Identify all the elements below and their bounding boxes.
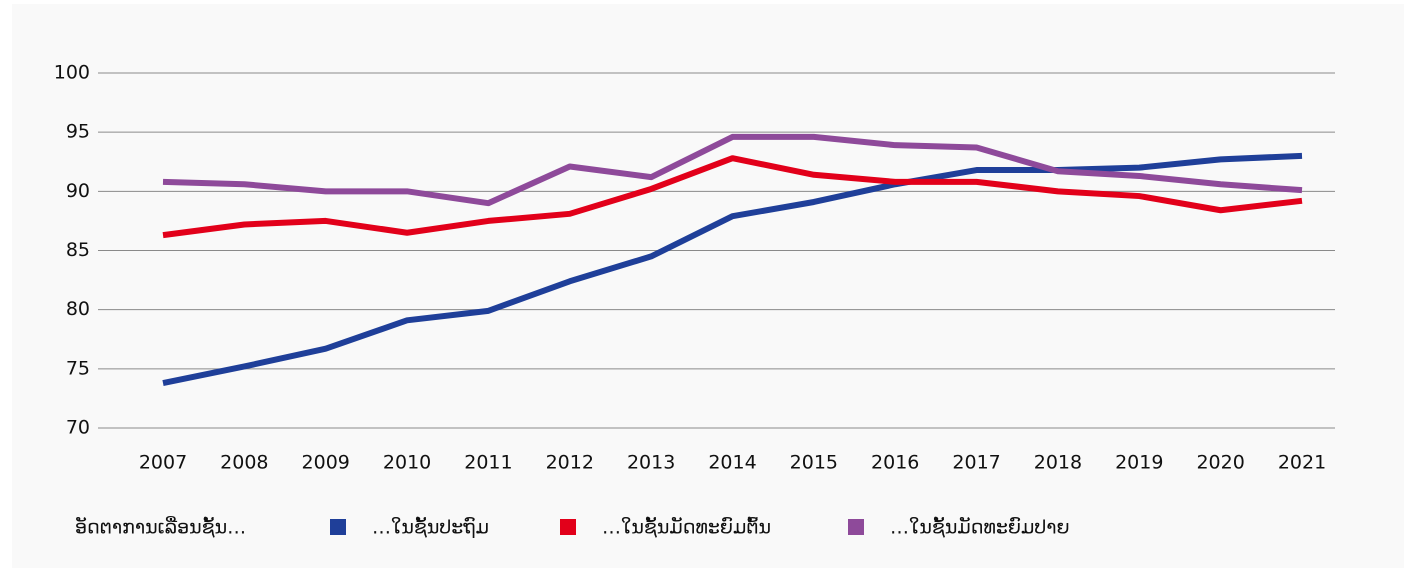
x-tick-label: 2018: [1034, 452, 1082, 474]
legend-swatch: [848, 519, 864, 535]
y-tick-label: 80: [66, 298, 90, 320]
y-tick-label: 85: [66, 239, 90, 261]
legend-title: ອັດຕາການເລື່ອນຊັ້ນ…: [75, 514, 246, 538]
legend-label: …ໃນຊັ້ນປະຖົມ: [372, 515, 489, 538]
series-line: [162, 155, 1303, 239]
y-tick-label: 70: [66, 417, 90, 439]
y-tick-label: 95: [66, 121, 90, 143]
chart-background: [12, 4, 1404, 568]
series-line: [162, 133, 1303, 207]
x-tick-label: 2012: [546, 452, 594, 474]
y-tick-label: 90: [66, 180, 90, 202]
series-line: [162, 152, 1303, 386]
x-tick-label: 2010: [383, 452, 431, 474]
legend-label: …ໃນຊັ້ນມັດທະຍົມຕົ້ນ: [602, 515, 771, 538]
legend-swatch: [330, 519, 346, 535]
y-tick-label: 75: [66, 357, 90, 379]
x-tick-label: 2014: [708, 452, 756, 474]
x-tick-label: 2007: [139, 452, 187, 474]
legend-swatch: [560, 519, 576, 535]
x-tick-label: 2011: [464, 452, 512, 474]
x-tick-label: 2015: [790, 452, 838, 474]
x-tick-label: 2020: [1196, 452, 1244, 474]
legend-label: …ໃນຊັ້ນມັດທະຍົມປາຍ: [890, 515, 1070, 538]
x-tick-label: 2009: [302, 452, 350, 474]
x-tick-label: 2019: [1115, 452, 1163, 474]
x-tick-label: 2013: [627, 452, 675, 474]
x-tick-label: 2021: [1278, 452, 1326, 474]
x-tick-label: 2017: [952, 452, 1000, 474]
y-tick-label: 100: [54, 62, 90, 84]
x-tick-label: 2016: [871, 452, 919, 474]
x-tick-label: 2008: [220, 452, 268, 474]
